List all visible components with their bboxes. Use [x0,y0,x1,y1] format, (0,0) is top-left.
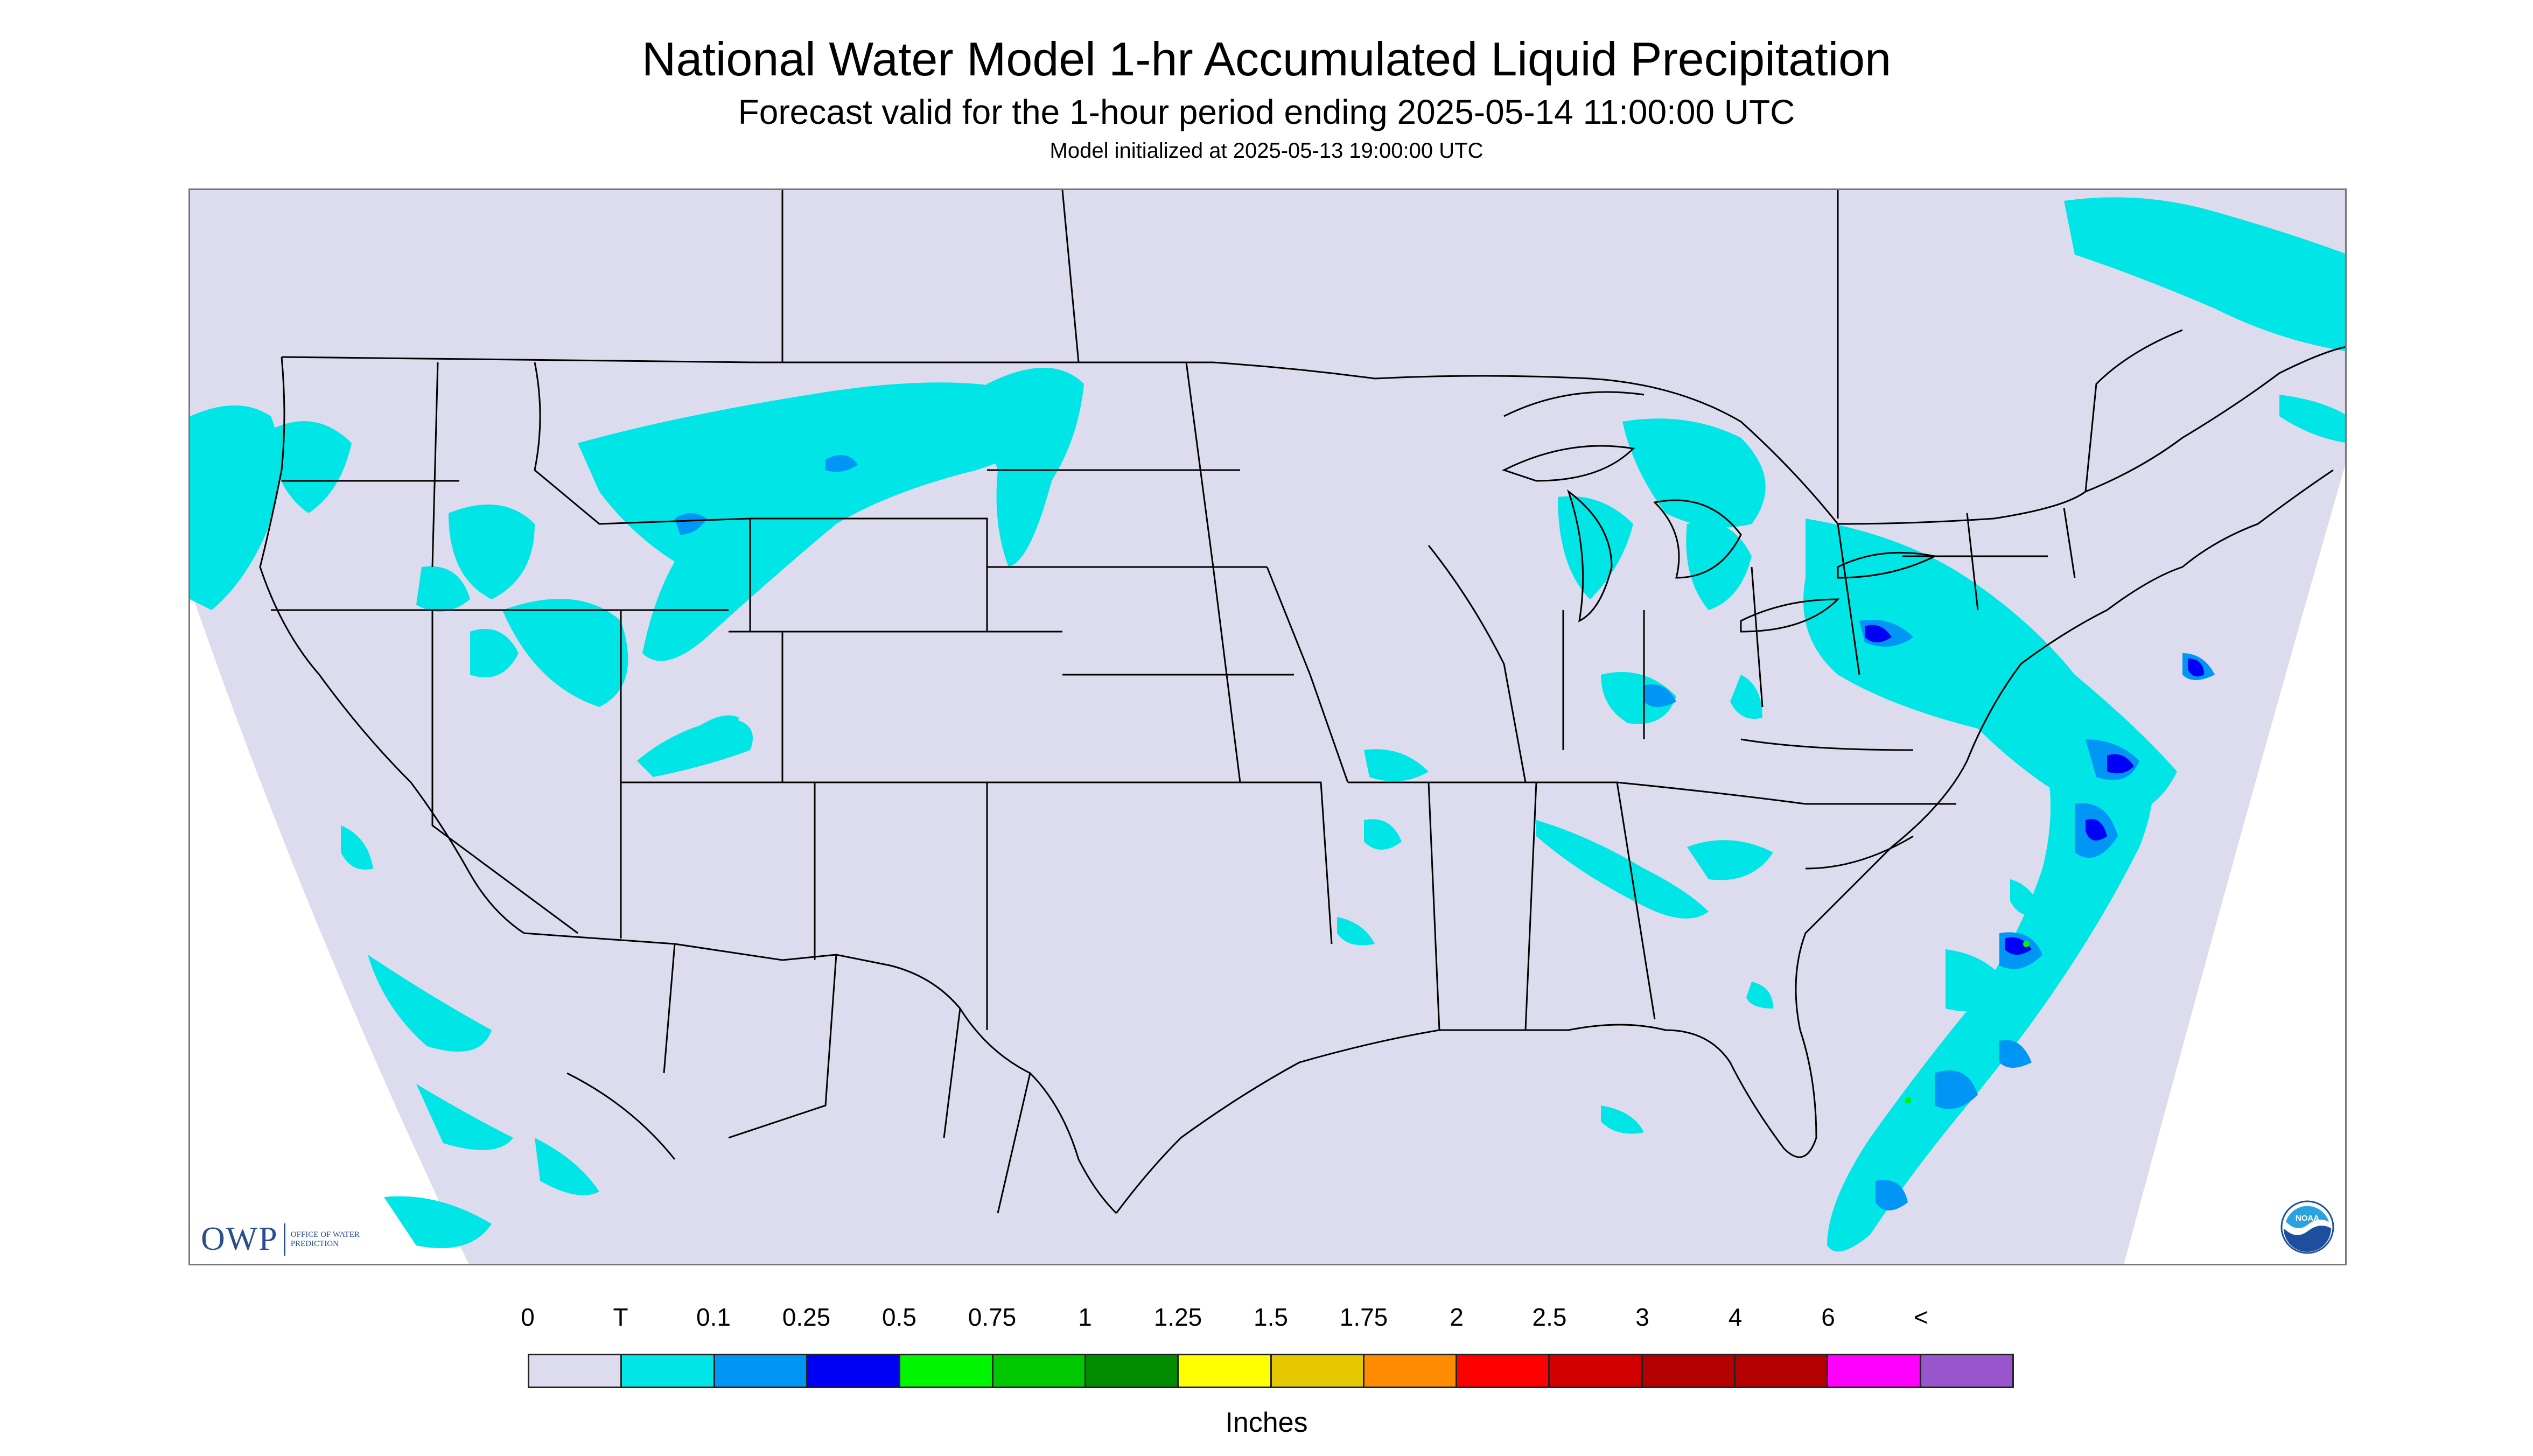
legend-label: 0 [521,1303,535,1331]
owp-logo: OWP OFFICE OF WATER PREDICTION [201,1220,372,1258]
legend-label: < [1914,1303,1928,1331]
legend-swatch [1086,1355,1179,1387]
legend-label: 1 [1078,1303,1092,1331]
legend-units-label: Inches [1225,1407,1308,1438]
legend-swatch [1271,1355,1365,1387]
legend-label: 2 [1450,1303,1464,1331]
legend-swatch [1828,1355,1921,1387]
owp-logo-mark: OWP [201,1221,278,1257]
legend-colorbar [528,1354,2014,1388]
legend-swatch [622,1355,715,1387]
legend-label: 1.25 [1153,1303,1202,1331]
owp-logo-divider [283,1223,285,1256]
legend-swatch [1550,1355,1643,1387]
legend-swatch [1921,1355,2012,1387]
legend-label: 0.5 [882,1303,916,1331]
legend-label: 1.75 [1339,1303,1388,1331]
owp-logo-text: OFFICE OF WATER PREDICTION [290,1230,360,1248]
legend-label: 0.75 [968,1303,1017,1331]
model-init-note: Model initialized at 2025-05-13 19:00:00… [1049,139,1484,163]
legend-swatch [1736,1355,1829,1387]
precipitation-map: OWP OFFICE OF WATER PREDICTION NOAA [188,188,2347,1265]
map-canvas [190,190,2345,1264]
precip-trace-areas [190,197,2345,1252]
legend-label: T [613,1303,628,1331]
legend-swatch [1179,1355,1272,1387]
legend-swatch [529,1355,622,1387]
state-and-country-boundaries [259,190,2345,1214]
legend-label: 2.5 [1532,1303,1567,1331]
noaa-logo-icon: NOAA [2280,1200,2334,1254]
legend-label: 0.25 [782,1303,831,1331]
map-title: National Water Model 1-hr Accumulated Li… [641,32,1892,86]
legend-swatch [993,1355,1086,1387]
legend-swatch [1364,1355,1458,1387]
precip-heavy-areas [1865,625,2204,955]
legend-label: 3 [1635,1303,1649,1331]
legend-label: 6 [1821,1303,1835,1331]
forecast-valid-subtitle: Forecast valid for the 1-hour period end… [738,93,1795,131]
legend-label: 1.5 [1254,1303,1288,1331]
legend-swatch [900,1355,993,1387]
legend-label: 0.1 [696,1303,731,1331]
legend-labels: 0 T 0.1 0.25 0.5 0.75 1 1.25 1.5 1.75 2 2.5 3 4 6 < [521,1302,2014,1334]
legend-swatch [1457,1355,1550,1387]
legend-swatch [807,1355,901,1387]
legend-label: 4 [1728,1303,1743,1331]
legend-swatch [715,1355,808,1387]
svg-text:NOAA: NOAA [2296,1214,2319,1223]
legend-swatch [1642,1355,1736,1387]
precip-max-spots [1905,941,2030,1103]
